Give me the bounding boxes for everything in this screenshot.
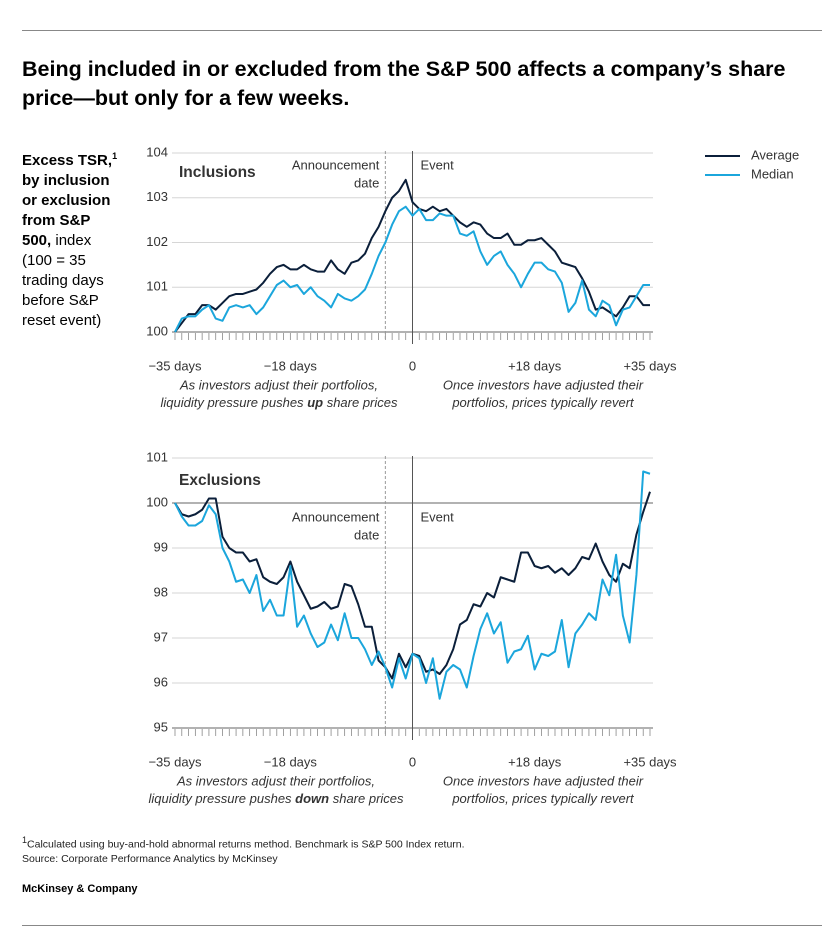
caption-before: liquidity pressure pushes [148,791,295,806]
caption-line: Once investors have adjusted their [443,377,644,392]
top-rule [22,30,822,31]
caption-before: liquidity pressure pushes [160,395,307,410]
y-tick-label: 99 [154,539,168,554]
bottom-rule [22,925,822,926]
x-tick-label: −18 days [264,754,318,769]
y-tick-label: 97 [154,629,168,644]
event-label: Event [421,509,455,524]
caption-line: As investors adjust their portfolios, [179,377,378,392]
announcement-label: date [354,175,379,190]
series-line [174,470,651,700]
footnote: 1Calculated using buy-and-hold abnormal … [22,833,722,852]
x-tick-label: +18 days [508,754,562,769]
y-tick-label: 100 [146,494,168,509]
y-tick-label: 102 [146,234,168,249]
caption-before: portfolios, prices typically revert [451,791,635,806]
panel-label: Inclusions [179,164,256,181]
title: Being included in or excluded from the S… [22,57,786,110]
caption-line: liquidity pressure pushes down share pri… [148,791,404,806]
series-line [174,178,650,333]
x-tick-label: −35 days [148,358,202,373]
y-tick-label: 104 [146,144,168,159]
caption-before: portfolios, prices typically revert [451,395,635,410]
x-tick-label: +35 days [623,358,677,373]
caption-line: As investors adjust their portfolios, [176,773,375,788]
caption-after: share prices [329,791,404,806]
x-tick-label: 0 [409,754,416,769]
x-tick-label: −18 days [264,358,318,373]
side-marker: 1 [112,151,118,161]
side-label: Excess TSR,1 by inclusion or exclusion f… [22,146,120,331]
legend-label: Median [751,166,794,181]
caption-bold: up [307,395,323,410]
y-tick-label: 100 [146,323,168,338]
series-line [174,205,650,333]
footnote-text: Calculated using buy-and-hold abnormal r… [27,838,465,851]
panel-label: Exclusions [179,472,261,489]
source: Source: Corporate Performance Analytics … [22,852,278,865]
y-tick-label: 95 [154,719,168,734]
caption-line: Once investors have adjusted their [443,773,644,788]
caption-after: share prices [323,395,398,410]
caption-line: portfolios, prices typically revert [451,791,635,806]
x-tick-label: 0 [409,358,416,373]
announcement-label: date [354,527,379,542]
caption-bold: down [295,791,329,806]
y-tick-label: 96 [154,674,168,689]
y-tick-label: 98 [154,584,168,599]
y-tick-label: 101 [146,449,168,464]
announcement-label: Announcement [292,157,380,172]
side-bold: Excess TSR, [22,152,113,169]
x-tick-label: +18 days [508,358,562,373]
footnotes: 1Calculated using buy-and-hold abnormal … [22,833,722,866]
caption-line: liquidity pressure pushes up share price… [160,395,398,410]
y-tick-label: 101 [146,279,168,294]
side-bold2: by inclusion or exclusion from S&P 500, [22,172,111,249]
x-tick-label: +35 days [623,754,677,769]
brand: McKinsey & Company [22,883,138,895]
announcement-label: Announcement [292,509,380,524]
side-rest: index (100 = 35 trading days before S&P … [22,232,104,329]
legend-label: Average [751,147,799,162]
caption-line: portfolios, prices typically revert [451,395,635,410]
y-tick-label: 103 [146,189,168,204]
footnote-marker: 1 [22,835,28,845]
x-tick-label: −35 days [148,754,202,769]
event-label: Event [421,157,455,172]
